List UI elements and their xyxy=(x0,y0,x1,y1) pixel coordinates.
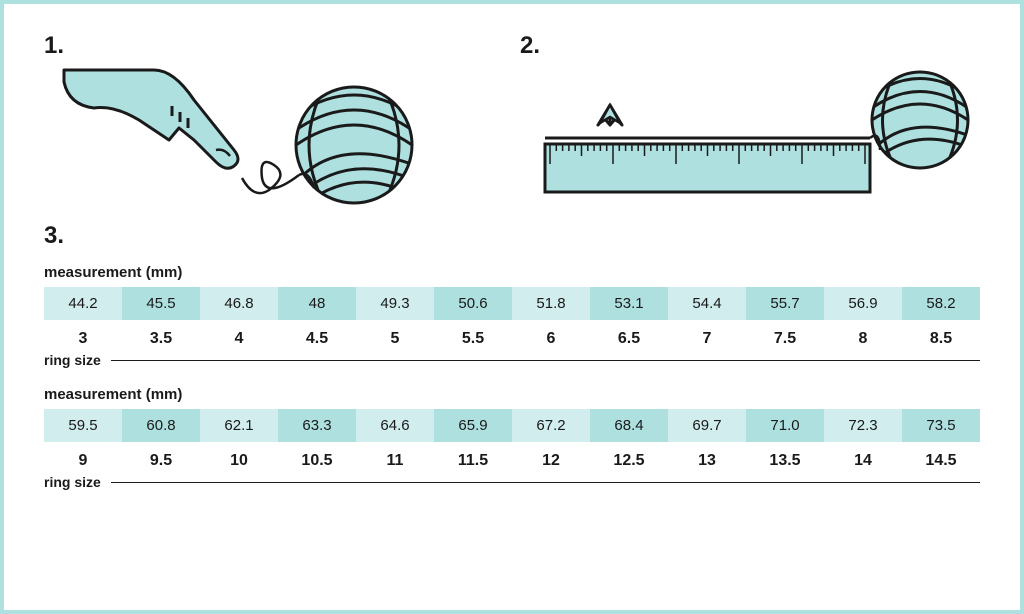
table-cell: 59.5 xyxy=(44,409,122,442)
table-cell: 46.8 xyxy=(200,287,278,320)
table-cell: 73.5 xyxy=(902,409,980,442)
yarn-ball-icon xyxy=(294,87,414,205)
table-cell: 9 xyxy=(44,442,122,476)
table-cell: 7 xyxy=(668,320,746,354)
table-cell: 6.5 xyxy=(590,320,668,354)
table-cell: 49.3 xyxy=(356,287,434,320)
ringsize-text-1: ring size xyxy=(44,352,101,368)
table-cell: 3 xyxy=(44,320,122,354)
table-cell: 45.5 xyxy=(122,287,200,320)
table-cell: 5 xyxy=(356,320,434,354)
size-row-2: 99.51010.51111.51212.51313.51414.5 xyxy=(44,442,980,476)
table-cell: 4.5 xyxy=(278,320,356,354)
table-cell: 48 xyxy=(278,287,356,320)
table-cell: 12 xyxy=(512,442,590,476)
table-cell: 11 xyxy=(356,442,434,476)
table-cell: 71.0 xyxy=(746,409,824,442)
step2-panel: 2. xyxy=(520,32,980,222)
table-cell: 5.5 xyxy=(434,320,512,354)
table-cell: 6 xyxy=(512,320,590,354)
hand-icon xyxy=(64,70,238,168)
step3-number: 3. xyxy=(44,222,980,250)
step1-illustration xyxy=(44,60,474,220)
divider-line-2 xyxy=(111,482,980,483)
table-cell: 65.9 xyxy=(434,409,512,442)
yarn-ball-icon-2 xyxy=(870,72,970,168)
string-icon xyxy=(242,162,299,193)
table-cell: 54.4 xyxy=(668,287,746,320)
ringsize-label-1: ring size xyxy=(44,352,980,368)
step1-number: 1. xyxy=(44,32,500,60)
table-cell: 58.2 xyxy=(902,287,980,320)
table-cell: 60.8 xyxy=(122,409,200,442)
table-cell: 4 xyxy=(200,320,278,354)
table-cell: 12.5 xyxy=(590,442,668,476)
table2: measurement (mm) 59.560.862.163.364.665.… xyxy=(44,386,980,490)
table-cell: 55.7 xyxy=(746,287,824,320)
step1-panel: 1. xyxy=(44,32,500,222)
table-cell: 13 xyxy=(668,442,746,476)
table-cell: 56.9 xyxy=(824,287,902,320)
table-cell: 10.5 xyxy=(278,442,356,476)
table-cell: 68.4 xyxy=(590,409,668,442)
table-cell: 72.3 xyxy=(824,409,902,442)
table-cell: 67.2 xyxy=(512,409,590,442)
infographic-container: 1. xyxy=(0,0,1024,614)
table-cell: 50.6 xyxy=(434,287,512,320)
measurement-row-2: 59.560.862.163.364.665.967.268.469.771.0… xyxy=(44,409,980,442)
table-cell: 44.2 xyxy=(44,287,122,320)
table-cell: 13.5 xyxy=(746,442,824,476)
table-cell: 14 xyxy=(824,442,902,476)
table-cell: 7.5 xyxy=(746,320,824,354)
table-cell: 53.1 xyxy=(590,287,668,320)
step2-illustration xyxy=(520,60,980,220)
measurement-row-1: 44.245.546.84849.350.651.853.154.455.756… xyxy=(44,287,980,320)
table-cell: 8 xyxy=(824,320,902,354)
size-row-1: 33.544.555.566.577.588.5 xyxy=(44,320,980,354)
measurement-label-1: measurement (mm) xyxy=(44,264,980,281)
table-cell: 3.5 xyxy=(122,320,200,354)
measurement-label-2: measurement (mm) xyxy=(44,386,980,403)
table-cell: 11.5 xyxy=(434,442,512,476)
step2-number: 2. xyxy=(520,32,980,60)
ruler-icon xyxy=(545,144,870,192)
table-cell: 9.5 xyxy=(122,442,200,476)
table-cell: 14.5 xyxy=(902,442,980,476)
table-cell: 51.8 xyxy=(512,287,590,320)
table-cell: 63.3 xyxy=(278,409,356,442)
ringsize-label-2: ring size xyxy=(44,474,980,490)
table1: measurement (mm) 44.245.546.84849.350.65… xyxy=(44,264,980,368)
table-cell: 62.1 xyxy=(200,409,278,442)
table-cell: 8.5 xyxy=(902,320,980,354)
table-cell: 69.7 xyxy=(668,409,746,442)
ringsize-text-2: ring size xyxy=(44,474,101,490)
table-cell: 64.6 xyxy=(356,409,434,442)
table-cell: 10 xyxy=(200,442,278,476)
top-row: 1. xyxy=(44,32,980,222)
divider-line-1 xyxy=(111,360,980,361)
